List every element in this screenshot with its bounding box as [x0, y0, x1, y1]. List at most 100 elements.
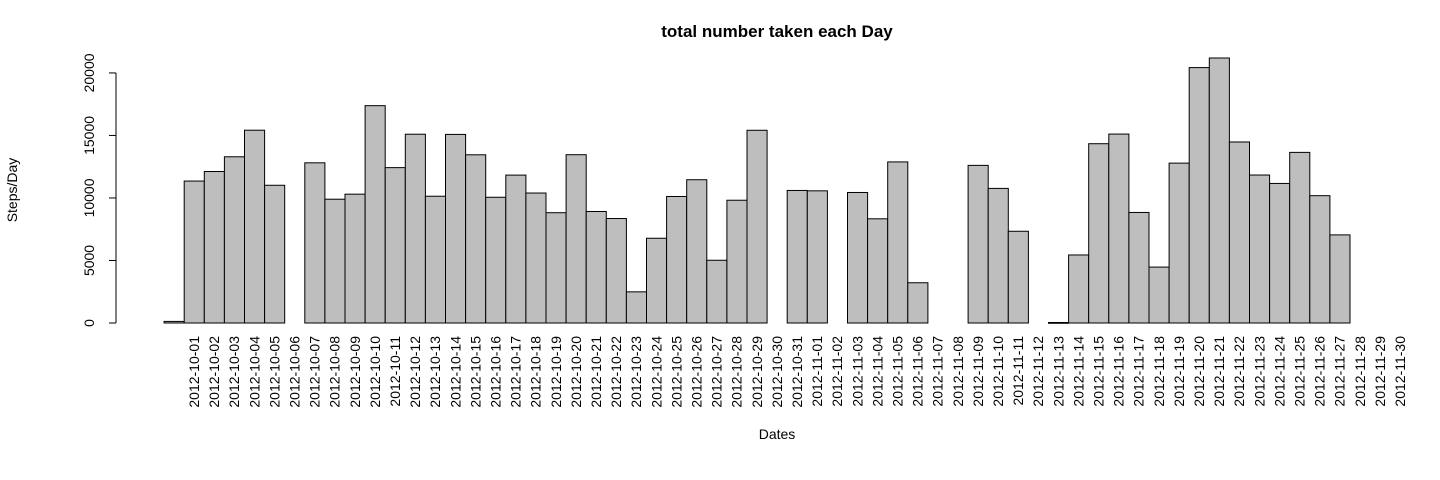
bar-2012-11-28	[1309, 195, 1331, 324]
x-tick-label-2012-10-05: 2012-10-05	[266, 336, 282, 408]
x-tick-label-2012-10-11: 2012-10-11	[387, 336, 403, 407]
bar-2012-11-07	[887, 161, 909, 324]
x-tick-label-2012-11-04: 2012-11-04	[869, 336, 885, 407]
x-tick-label-2012-11-14: 2012-11-14	[1070, 336, 1086, 407]
bar-2012-11-27	[1289, 151, 1311, 324]
bar-2012-11-16	[1068, 254, 1090, 324]
bar-2012-10-26	[646, 237, 668, 324]
x-tick-label-2012-10-09: 2012-10-09	[347, 336, 363, 408]
x-tick-label-2012-10-25: 2012-10-25	[668, 336, 684, 408]
bars	[163, 57, 1351, 324]
bar-2012-10-14	[404, 133, 426, 324]
x-tick-label-2012-11-30: 2012-11-30	[1392, 336, 1408, 407]
x-tick-label-2012-11-07: 2012-11-07	[930, 336, 946, 407]
bar-2012-10-05	[223, 156, 245, 324]
y-tick-label-20000: 20000	[81, 53, 97, 92]
x-tick-label-2012-10-12: 2012-10-12	[407, 336, 423, 408]
bar-2012-10-27	[666, 195, 688, 324]
x-tick-label-2012-10-15: 2012-10-15	[467, 336, 483, 408]
bar-2012-11-08	[907, 282, 929, 324]
bar-2012-11-02	[786, 189, 808, 324]
x-tick-label-2012-10-04: 2012-10-04	[246, 336, 262, 408]
x-tick-label-2012-11-05: 2012-11-05	[889, 336, 905, 407]
x-tick-label-2012-11-23: 2012-11-23	[1251, 336, 1267, 407]
x-tick-label-2012-10-14: 2012-10-14	[447, 336, 463, 408]
x-tick-label-2012-11-18: 2012-11-18	[1151, 336, 1167, 407]
x-tick-label-2012-10-16: 2012-10-16	[487, 336, 503, 408]
bar-2012-10-09	[304, 162, 326, 324]
x-tick-label-2012-10-20: 2012-10-20	[568, 336, 584, 408]
y-tick-label-10000: 10000	[81, 178, 97, 217]
x-tick-label-2012-10-08: 2012-10-08	[327, 336, 343, 408]
x-tick-label-2012-11-19: 2012-11-19	[1171, 336, 1187, 407]
y-tick-label-5000: 5000	[81, 245, 97, 276]
bar-2012-10-24	[605, 218, 627, 324]
x-tick-label-2012-10-07: 2012-10-07	[307, 336, 323, 408]
bar-2012-10-22	[565, 154, 587, 324]
x-tick-label-2012-11-16: 2012-11-16	[1111, 336, 1127, 407]
x-tick-label-2012-10-13: 2012-10-13	[427, 336, 443, 408]
bar-2012-11-23	[1208, 57, 1230, 324]
bar-2012-11-17	[1088, 143, 1110, 324]
bar-2012-11-03	[806, 190, 828, 324]
x-tick-label-2012-10-06: 2012-10-06	[286, 336, 302, 408]
bar-2012-11-15	[1048, 321, 1070, 324]
bar-2012-11-19	[1128, 211, 1150, 324]
bar-2012-10-20	[525, 192, 547, 324]
x-tick-label-2012-11-01: 2012-11-01	[809, 336, 825, 407]
x-tick-label-2012-10-03: 2012-10-03	[226, 336, 242, 408]
x-tick-label-2012-10-27: 2012-10-27	[709, 336, 725, 408]
x-tick-label-2012-11-25: 2012-11-25	[1291, 336, 1307, 407]
bar-2012-11-11	[967, 164, 989, 324]
x-tick-label-2012-10-21: 2012-10-21	[588, 336, 604, 408]
bar-2012-11-06	[867, 218, 889, 324]
bar-2012-11-29	[1329, 234, 1351, 324]
bar-2012-10-25	[625, 291, 648, 324]
x-tick-label-2012-11-26: 2012-11-26	[1312, 336, 1328, 407]
bar-2012-10-10	[324, 198, 346, 324]
x-tick-label-2012-11-27: 2012-11-27	[1332, 336, 1348, 407]
x-tick-label-2012-10-24: 2012-10-24	[648, 336, 664, 408]
x-tick-label-2012-10-28: 2012-10-28	[729, 336, 745, 408]
x-tick-label-2012-10-26: 2012-10-26	[688, 336, 704, 408]
y-axis: 0 5000 10000 15000 20000	[81, 53, 117, 327]
y-axis-label: Steps/Day	[4, 158, 20, 223]
bar-2012-10-16	[445, 133, 467, 324]
bar-2012-10-29	[706, 259, 728, 324]
x-tick-label-2012-11-20: 2012-11-20	[1191, 336, 1207, 407]
bar-2012-10-28	[686, 179, 708, 324]
x-tick-label-2012-11-28: 2012-11-28	[1352, 336, 1368, 407]
bar-2012-10-07	[264, 184, 286, 324]
x-axis-label: Dates	[759, 426, 796, 442]
bar-2012-10-19	[505, 174, 527, 324]
bar-2012-11-12	[987, 187, 1009, 324]
x-tick-label-2012-10-30: 2012-10-30	[769, 336, 785, 408]
bar-2012-11-24	[1228, 141, 1251, 324]
x-tick-labels: 2012-10-01 2012-10-02 2012-10-03 2012-10-04…	[186, 336, 1408, 408]
x-tick-label-2012-11-21: 2012-11-21	[1211, 336, 1227, 407]
bar-2012-10-23	[585, 210, 607, 324]
bar-2012-10-21	[545, 212, 567, 324]
bar-2012-10-31	[746, 129, 768, 324]
x-tick-label-2012-11-22: 2012-11-22	[1231, 336, 1247, 407]
x-tick-label-2012-10-23: 2012-10-23	[628, 336, 644, 408]
bar-2012-10-11	[344, 193, 366, 324]
bar-2012-10-12	[364, 105, 386, 324]
x-tick-label-2012-11-24: 2012-11-24	[1271, 336, 1287, 407]
bar-2012-10-02	[163, 320, 185, 324]
chart-title: total number taken each Day	[661, 22, 893, 41]
x-tick-label-2012-11-12: 2012-11-12	[1030, 336, 1046, 407]
bar-2012-11-26	[1269, 182, 1291, 324]
x-tick-label-2012-11-09: 2012-11-09	[970, 336, 986, 407]
x-tick-label-2012-10-18: 2012-10-18	[528, 336, 544, 408]
bar-2012-10-13	[384, 167, 406, 324]
bar-2012-10-18	[485, 196, 507, 324]
bar-2012-11-20	[1148, 266, 1170, 324]
x-tick-label-2012-11-13: 2012-11-13	[1050, 336, 1066, 407]
x-tick-label-2012-10-22: 2012-10-22	[608, 336, 624, 408]
bar-2012-11-13	[1007, 230, 1029, 324]
x-tick-label-2012-10-31: 2012-10-31	[789, 336, 805, 408]
x-tick-label-2012-10-19: 2012-10-19	[548, 336, 564, 408]
x-tick-label-2012-11-03: 2012-11-03	[849, 336, 865, 407]
